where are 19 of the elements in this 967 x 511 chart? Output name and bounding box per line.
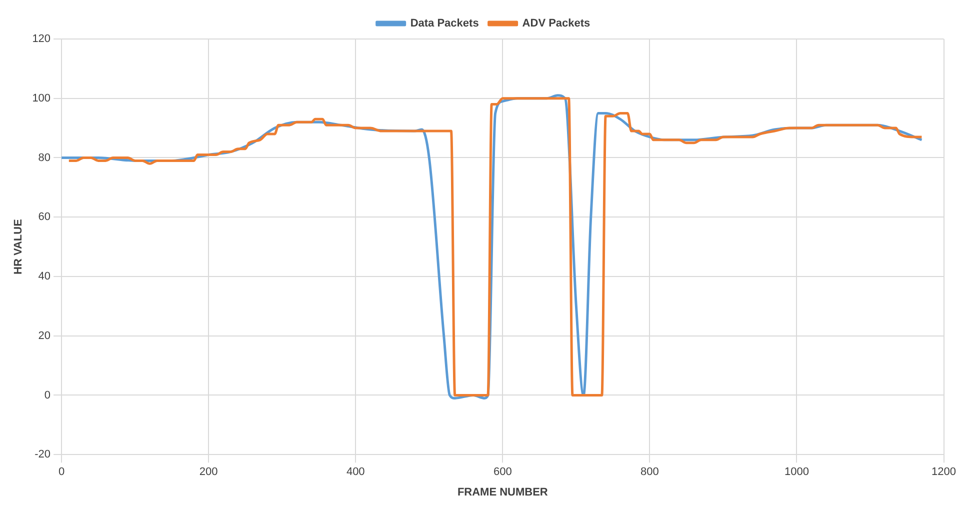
y-tick-label: 40: [38, 270, 51, 283]
legend-label: ADV Packets: [522, 18, 590, 30]
x-tick-label: 1000: [784, 466, 809, 478]
y-tick-label: 20: [38, 330, 51, 342]
y-tick-label: 100: [32, 92, 51, 104]
y-tick-label: 0: [44, 389, 51, 402]
x-tick-label: 600: [493, 466, 512, 478]
y-tick-label: 60: [38, 211, 51, 224]
y-tick-label: 80: [38, 152, 51, 164]
legend-label: Data Packets: [410, 18, 479, 30]
x-tick-label: 1200: [932, 466, 956, 478]
x-tick-label: 200: [199, 466, 218, 478]
x-tick-label: 400: [346, 466, 365, 478]
x-tick-label: 0: [58, 466, 65, 478]
x-axis-title: FRAME NUMBER: [457, 486, 548, 498]
y-axis-title: HR VALUE: [12, 219, 25, 275]
y-tick-label: 120: [32, 33, 51, 46]
y-tick-label: -20: [34, 448, 51, 461]
x-tick-label: 800: [640, 466, 659, 478]
